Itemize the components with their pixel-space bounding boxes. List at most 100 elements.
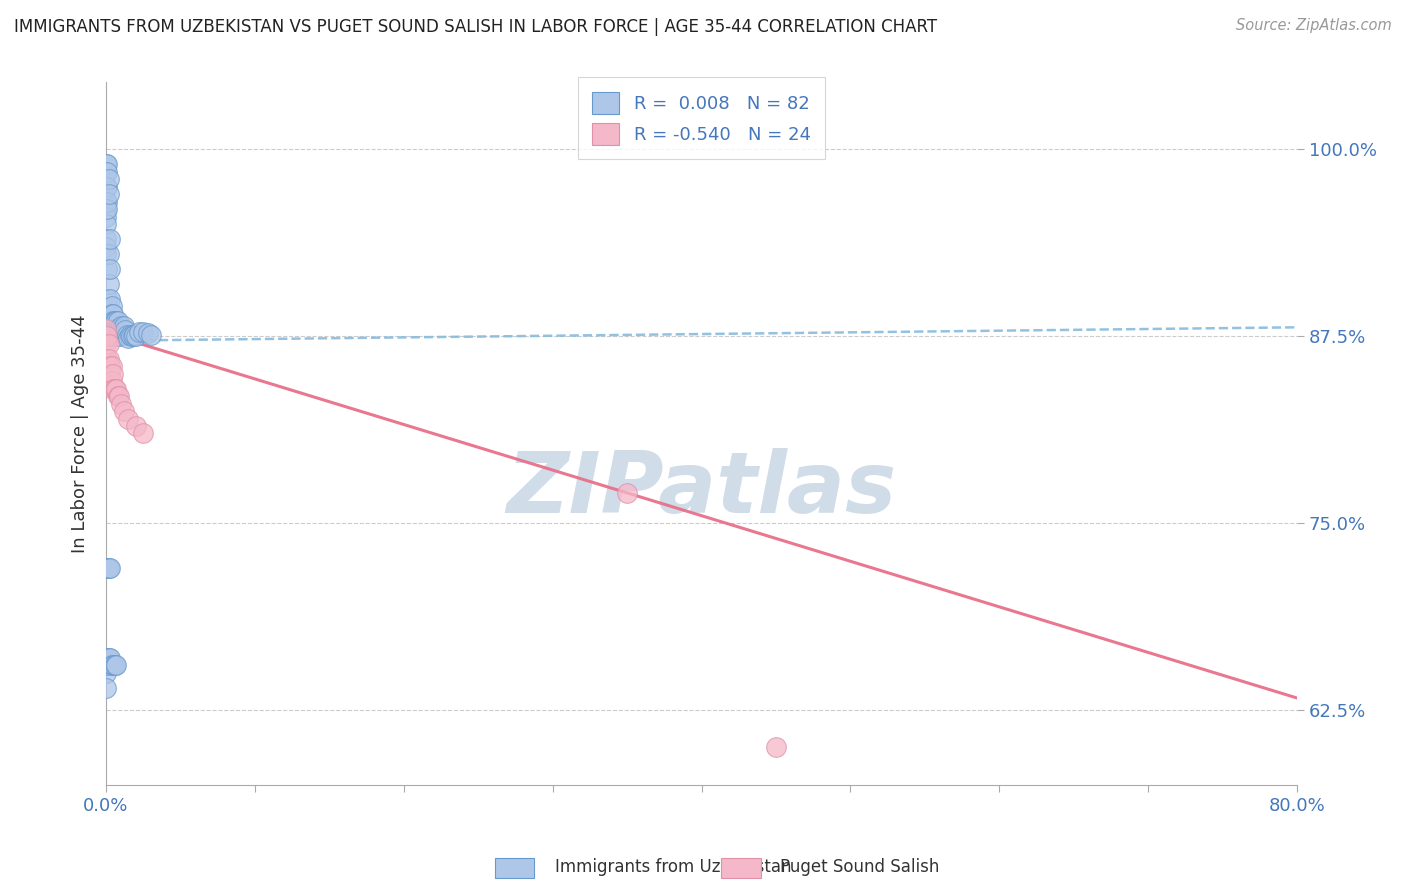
- Point: [105, 658, 128, 673]
- Point: [96, 314, 118, 328]
- Point: [96, 194, 118, 209]
- Point: [110, 318, 132, 333]
- Point: [122, 327, 145, 342]
- Point: [97, 351, 120, 366]
- Point: [96, 650, 118, 665]
- Point: [97, 650, 120, 665]
- Point: [96, 561, 118, 575]
- Point: [103, 307, 125, 321]
- Point: [100, 367, 122, 381]
- Point: [96, 329, 118, 343]
- Point: [101, 307, 124, 321]
- Point: [108, 322, 131, 336]
- Y-axis label: In Labor Force | Age 35-44: In Labor Force | Age 35-44: [72, 314, 89, 553]
- Point: [100, 329, 122, 343]
- Point: [96, 329, 118, 343]
- Point: [765, 740, 787, 755]
- Point: [108, 389, 131, 403]
- Point: [94, 210, 117, 224]
- Point: [96, 165, 118, 179]
- Point: [96, 157, 118, 171]
- Point: [115, 327, 138, 342]
- Point: [104, 329, 127, 343]
- Point: [105, 322, 128, 336]
- Point: [101, 322, 124, 336]
- Point: [103, 314, 125, 328]
- Point: [103, 382, 125, 396]
- Point: [100, 561, 122, 575]
- Point: [110, 396, 132, 410]
- Point: [97, 247, 120, 261]
- Point: [97, 172, 120, 186]
- Point: [96, 202, 118, 217]
- Point: [96, 179, 118, 194]
- Point: [101, 329, 124, 343]
- Point: [100, 359, 122, 374]
- Point: [101, 374, 124, 388]
- Point: [120, 329, 142, 343]
- Point: [101, 299, 124, 313]
- Point: [96, 292, 118, 306]
- Point: [94, 239, 117, 253]
- Point: [125, 329, 148, 343]
- Point: [100, 650, 122, 665]
- Point: [97, 561, 120, 575]
- Point: [100, 314, 122, 328]
- Point: [104, 382, 127, 396]
- Point: [117, 411, 139, 425]
- Point: [100, 322, 122, 336]
- Point: [103, 658, 125, 673]
- Point: [94, 247, 117, 261]
- Point: [103, 367, 125, 381]
- Point: [121, 329, 143, 343]
- Point: [97, 329, 120, 343]
- Point: [94, 165, 117, 179]
- Point: [139, 327, 162, 342]
- Point: [94, 665, 117, 680]
- Text: Source: ZipAtlas.com: Source: ZipAtlas.com: [1236, 18, 1392, 33]
- Point: [96, 262, 118, 277]
- Point: [94, 179, 117, 194]
- Point: [136, 326, 159, 341]
- Point: [132, 426, 155, 441]
- Point: [108, 329, 131, 343]
- Point: [107, 389, 129, 403]
- Point: [97, 314, 120, 328]
- Point: [94, 232, 117, 246]
- Point: [94, 681, 117, 695]
- Point: [616, 486, 638, 500]
- Point: [128, 325, 150, 339]
- Point: [96, 658, 118, 673]
- Point: [97, 336, 120, 351]
- Point: [104, 322, 127, 336]
- Point: [132, 325, 155, 339]
- Point: [103, 329, 125, 343]
- Point: [118, 327, 141, 342]
- Text: Immigrants from Uzbekistan: Immigrants from Uzbekistan: [555, 858, 792, 876]
- Point: [105, 314, 128, 328]
- Point: [97, 187, 120, 202]
- Point: [94, 194, 117, 209]
- Point: [117, 331, 139, 345]
- Text: Puget Sound Salish: Puget Sound Salish: [780, 858, 939, 876]
- Point: [112, 318, 135, 333]
- Point: [94, 351, 117, 366]
- Point: [101, 658, 124, 673]
- Point: [125, 419, 148, 434]
- Point: [94, 157, 117, 171]
- Point: [100, 262, 122, 277]
- Point: [101, 359, 124, 374]
- Point: [105, 329, 128, 343]
- Text: ZIPatlas: ZIPatlas: [506, 448, 897, 531]
- Point: [101, 314, 124, 328]
- Point: [94, 217, 117, 231]
- Point: [94, 202, 117, 217]
- Point: [94, 322, 117, 336]
- Point: [110, 325, 132, 339]
- Point: [104, 314, 127, 328]
- Point: [107, 314, 129, 328]
- Point: [97, 307, 120, 321]
- Point: [96, 351, 118, 366]
- Point: [111, 322, 134, 336]
- Point: [94, 336, 117, 351]
